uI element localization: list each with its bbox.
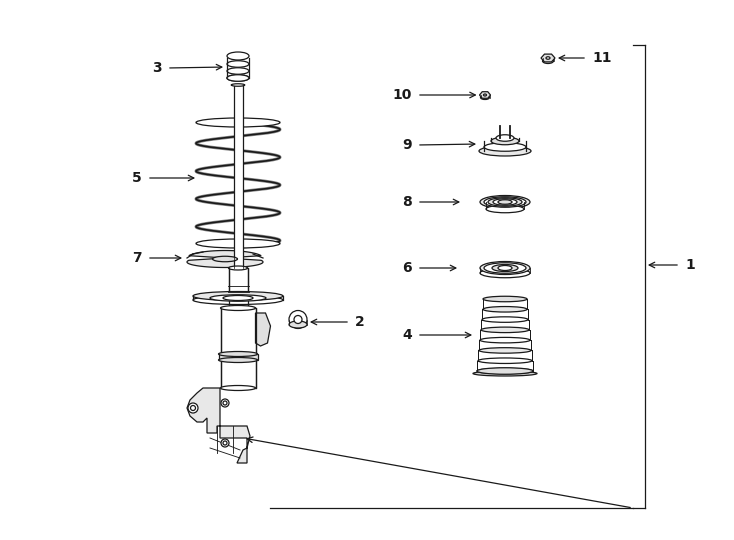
Text: 11: 11 — [592, 51, 611, 65]
Text: 6: 6 — [402, 261, 412, 275]
Ellipse shape — [191, 406, 195, 410]
Ellipse shape — [221, 439, 229, 447]
Bar — [233, 85, 242, 268]
Ellipse shape — [481, 327, 529, 333]
Ellipse shape — [193, 295, 283, 305]
Ellipse shape — [484, 94, 487, 96]
Ellipse shape — [477, 368, 533, 374]
Ellipse shape — [546, 57, 550, 59]
Ellipse shape — [493, 199, 517, 205]
Bar — [228, 268, 247, 308]
Text: 2: 2 — [355, 315, 365, 329]
Ellipse shape — [223, 401, 227, 405]
Ellipse shape — [486, 205, 524, 213]
Ellipse shape — [483, 307, 527, 312]
Ellipse shape — [480, 195, 530, 208]
Ellipse shape — [223, 295, 253, 300]
Ellipse shape — [496, 135, 514, 141]
Ellipse shape — [294, 315, 302, 323]
Ellipse shape — [484, 143, 526, 151]
Polygon shape — [479, 92, 490, 98]
Ellipse shape — [482, 317, 528, 322]
Ellipse shape — [481, 96, 490, 99]
Ellipse shape — [219, 357, 258, 362]
Ellipse shape — [488, 198, 522, 206]
Ellipse shape — [228, 306, 247, 310]
Ellipse shape — [227, 75, 249, 81]
Ellipse shape — [231, 84, 244, 86]
Ellipse shape — [219, 352, 258, 356]
Ellipse shape — [480, 338, 530, 343]
Ellipse shape — [213, 256, 238, 262]
Ellipse shape — [289, 321, 307, 328]
Text: 5: 5 — [132, 171, 142, 185]
Text: 10: 10 — [393, 88, 412, 102]
Text: 7: 7 — [132, 251, 142, 265]
Ellipse shape — [227, 60, 249, 68]
Ellipse shape — [491, 137, 519, 145]
Ellipse shape — [196, 239, 280, 248]
Ellipse shape — [498, 266, 512, 271]
Polygon shape — [187, 251, 263, 267]
Ellipse shape — [477, 368, 533, 374]
Ellipse shape — [221, 399, 229, 407]
Ellipse shape — [492, 265, 518, 272]
Ellipse shape — [480, 261, 530, 274]
Ellipse shape — [223, 441, 227, 445]
Polygon shape — [541, 54, 555, 62]
Text: 3: 3 — [153, 61, 162, 75]
Ellipse shape — [480, 268, 530, 278]
Ellipse shape — [483, 296, 527, 302]
Ellipse shape — [228, 266, 247, 270]
Text: 4: 4 — [402, 328, 412, 342]
Bar — [220, 308, 255, 388]
Ellipse shape — [188, 403, 198, 413]
Text: 9: 9 — [402, 138, 412, 152]
Ellipse shape — [220, 306, 255, 310]
Ellipse shape — [289, 310, 307, 328]
Ellipse shape — [498, 200, 512, 204]
Bar — [219, 354, 258, 360]
Ellipse shape — [210, 295, 266, 301]
Polygon shape — [187, 388, 250, 463]
Ellipse shape — [484, 263, 526, 273]
Ellipse shape — [479, 348, 531, 353]
Polygon shape — [255, 313, 271, 346]
Ellipse shape — [193, 292, 283, 300]
Ellipse shape — [196, 118, 280, 127]
Ellipse shape — [227, 68, 249, 75]
Ellipse shape — [473, 371, 537, 376]
Text: 8: 8 — [402, 195, 412, 209]
Ellipse shape — [484, 197, 526, 207]
Ellipse shape — [220, 386, 255, 390]
Ellipse shape — [227, 52, 249, 60]
Text: 1: 1 — [685, 258, 695, 272]
Ellipse shape — [542, 58, 553, 64]
Ellipse shape — [479, 146, 531, 156]
Ellipse shape — [478, 358, 532, 363]
Ellipse shape — [227, 75, 249, 81]
